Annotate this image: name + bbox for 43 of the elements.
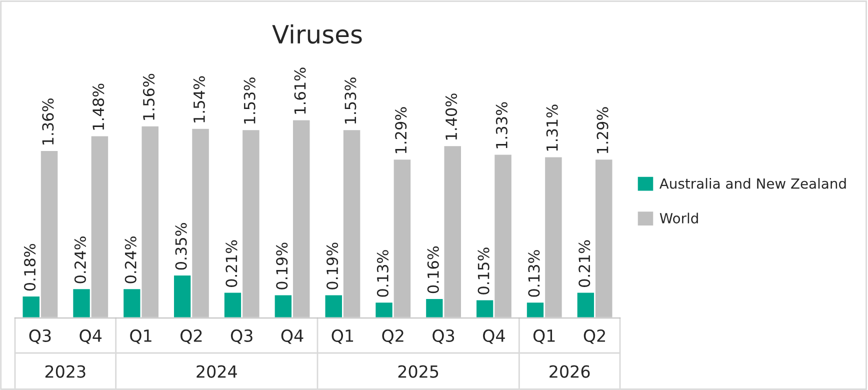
data-label: 0.16% bbox=[427, 246, 439, 294]
legend-label: World bbox=[660, 212, 698, 224]
data-label: 0.15% bbox=[478, 248, 490, 294]
x-tick-label: Q2 bbox=[180, 329, 202, 344]
data-label: 1.29% bbox=[395, 107, 407, 154]
x-tick-label: Q4 bbox=[483, 329, 505, 344]
data-label: 0.35% bbox=[175, 223, 187, 270]
x-tick-label: Q4 bbox=[80, 329, 102, 344]
data-label: 0.19% bbox=[276, 242, 288, 290]
data-label: 1.36% bbox=[42, 98, 54, 145]
data-label: 0.24% bbox=[74, 236, 86, 284]
legend-label: Australia and New Zealand bbox=[659, 178, 846, 189]
data-label: 1.40% bbox=[445, 94, 458, 140]
data-label: 0.19% bbox=[326, 242, 338, 290]
data-label: 1.33% bbox=[496, 102, 508, 148]
data-label: 1.56% bbox=[142, 74, 155, 120]
x-tick-label: Q1 bbox=[332, 329, 354, 344]
x-tick-label: Q3 bbox=[432, 329, 454, 344]
data-label: 1.61% bbox=[294, 68, 306, 114]
chart-title: Viruses bbox=[272, 24, 362, 44]
data-label: 1.29% bbox=[596, 107, 608, 154]
data-label: 1.54% bbox=[193, 76, 205, 122]
x-tick-label: Q3 bbox=[29, 329, 51, 344]
x-tick-label: Q1 bbox=[130, 329, 152, 344]
data-label: 1.48% bbox=[92, 84, 104, 130]
text: 2026 bbox=[550, 365, 590, 378]
data-label: 0.21% bbox=[578, 240, 590, 287]
data-label: 0.18% bbox=[24, 244, 36, 291]
data-label: 0.21% bbox=[226, 240, 238, 287]
text: 2024 bbox=[196, 365, 237, 378]
data-label: 1.53% bbox=[244, 78, 256, 124]
x-tick-label: Q3 bbox=[230, 329, 252, 344]
data-label: 1.53% bbox=[344, 78, 356, 124]
data-label: 0.13% bbox=[528, 250, 540, 297]
x-tick-label: Q2 bbox=[584, 329, 605, 344]
x-tick-label: Q2 bbox=[382, 329, 404, 344]
text: 2025 bbox=[398, 365, 438, 378]
x-tick-label: Q1 bbox=[533, 329, 555, 344]
x-tick-label: Q4 bbox=[281, 329, 304, 344]
data-label: 0.13% bbox=[376, 250, 388, 297]
text: 2023 bbox=[45, 365, 86, 378]
data-label: 0.24% bbox=[124, 236, 136, 284]
data-label: 1.31% bbox=[546, 104, 558, 151]
